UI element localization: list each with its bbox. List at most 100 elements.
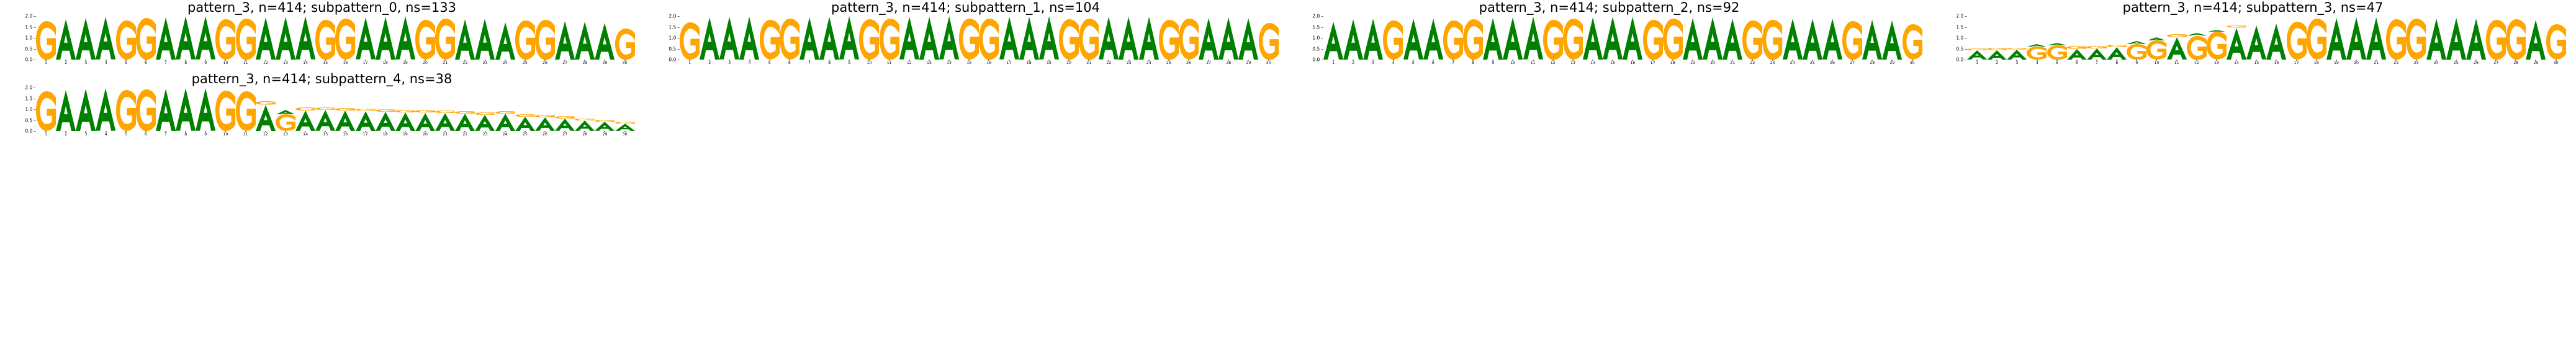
x-axis-tick: 20 bbox=[1710, 60, 1715, 65]
logo-column bbox=[1662, 16, 1683, 60]
logo-column bbox=[1523, 16, 1543, 60]
logo-column bbox=[555, 16, 575, 60]
x-axis-tick: 29 bbox=[1889, 60, 1895, 65]
logo-letter-G bbox=[1842, 20, 1863, 60]
y-axis-tick: 0.0– bbox=[25, 128, 36, 134]
y-axis-tick: 2.0– bbox=[25, 13, 36, 19]
logo-letter-A bbox=[2206, 29, 2227, 32]
logo-letter-G bbox=[1987, 48, 2007, 50]
x-axis-tick: 30 bbox=[1266, 60, 1271, 65]
logo-column bbox=[2127, 16, 2147, 60]
x-axis-tick: 25 bbox=[522, 131, 528, 137]
x-axis-tick: 27 bbox=[562, 60, 568, 65]
logo-letter-G bbox=[415, 20, 436, 60]
logo-column bbox=[575, 16, 595, 60]
logo-column bbox=[1762, 16, 1783, 60]
logo-letter-G bbox=[1902, 24, 1922, 60]
logo-column bbox=[515, 16, 535, 60]
logo-letter-A bbox=[2127, 40, 2147, 44]
logo-letter-G bbox=[36, 20, 56, 60]
logo-letter-A bbox=[819, 16, 840, 60]
logo-column bbox=[215, 88, 236, 131]
logo-stack-area bbox=[680, 16, 1279, 60]
logo-letter-G bbox=[1383, 20, 1403, 60]
logo-letter-A bbox=[2066, 48, 2087, 60]
x-axis-tick: 6 bbox=[788, 60, 791, 65]
logo-column bbox=[415, 88, 436, 131]
logo-letter-A bbox=[1323, 22, 1344, 60]
logo-column bbox=[1343, 16, 1364, 60]
logo-column bbox=[1562, 16, 1583, 60]
logo-letter-A bbox=[1682, 17, 1703, 60]
logo-letter-G bbox=[1542, 19, 1563, 60]
logo-letter-A bbox=[700, 17, 720, 60]
x-axis-tick: 11 bbox=[243, 60, 248, 65]
x-axis-tick: 25 bbox=[1809, 60, 1815, 65]
y-axis: 0.0– 0.5– 1.0– 1.5– 2.0– bbox=[1287, 14, 1323, 62]
x-axis-tick: 22 bbox=[1106, 60, 1112, 65]
logo-letter-G bbox=[615, 121, 635, 124]
logo-column bbox=[2086, 16, 2107, 60]
logo-column bbox=[575, 88, 595, 131]
logo-letter-A bbox=[475, 115, 495, 131]
logo-column bbox=[415, 16, 436, 60]
logo-column bbox=[1119, 16, 1139, 60]
logo-column bbox=[779, 16, 799, 60]
logo-letter-A bbox=[534, 117, 556, 131]
x-axis-tick: 21 bbox=[2374, 60, 2379, 65]
x-axis-tick: 5 bbox=[768, 60, 771, 65]
logo-column bbox=[1363, 16, 1384, 60]
logo-panel-subpattern-4: pattern_3, n=414; subpattern_4, ns=38 0.… bbox=[0, 71, 644, 143]
logo-letter-A bbox=[375, 112, 395, 131]
x-axis-tick: 29 bbox=[602, 60, 608, 65]
logo-letter-A bbox=[515, 116, 535, 131]
logo-letter-A bbox=[555, 119, 575, 131]
x-axis-tick: 13 bbox=[1570, 60, 1575, 65]
logo-letter-A bbox=[1363, 18, 1384, 60]
logo-column bbox=[2386, 16, 2407, 60]
logo-letter-A bbox=[275, 16, 296, 60]
panel-title: pattern_3, n=414; subpattern_3, ns=47 bbox=[2122, 0, 2384, 15]
x-axis-tick: 24 bbox=[1790, 60, 1795, 65]
x-axis-tick: 14 bbox=[303, 60, 308, 65]
x-axis-tick: 6 bbox=[2075, 60, 2078, 65]
logo-column bbox=[36, 88, 56, 131]
plot-area: 0.0–0.5–1.0–1.5–2.0– 1 2 3 4 5 6 7 8 9 10 11 12 13 14… bbox=[0, 13, 644, 70]
logo-letter-A bbox=[595, 122, 615, 131]
logo-column bbox=[196, 88, 216, 131]
logo-letter-A bbox=[275, 109, 296, 115]
logo-letter-G bbox=[1158, 19, 1179, 60]
logo-column bbox=[255, 16, 276, 60]
logo-letter-A bbox=[355, 111, 376, 131]
logo-column bbox=[2366, 16, 2387, 60]
x-axis-tick: 29 bbox=[1246, 60, 1251, 65]
logo-letter-G bbox=[515, 20, 535, 60]
logo-column bbox=[2286, 16, 2307, 60]
x-axis-tick: 13 bbox=[283, 131, 288, 137]
logo-column bbox=[455, 16, 475, 60]
logo-letter-G bbox=[215, 19, 236, 60]
logo-column bbox=[1483, 16, 1503, 60]
x-axis-tick: 9 bbox=[2135, 60, 2138, 65]
logo-letter-G bbox=[779, 19, 799, 60]
logo-column bbox=[315, 16, 336, 60]
x-axis-tick: 27 bbox=[1850, 60, 1855, 65]
logo-letter-A bbox=[2007, 49, 2027, 60]
y-axis-tick: 1.5– bbox=[1956, 24, 1967, 30]
logo-letter-A bbox=[919, 16, 940, 60]
logo-column bbox=[155, 88, 176, 131]
x-axis-tick: 24 bbox=[502, 60, 508, 65]
x-axis-tick: 20 bbox=[1066, 60, 1071, 65]
panel-title: pattern_3, n=414; subpattern_0, ns=133 bbox=[187, 0, 456, 15]
x-axis-tick: 23 bbox=[482, 60, 488, 65]
logo-column bbox=[315, 88, 336, 131]
x-axis-tick: 22 bbox=[2394, 60, 2399, 65]
y-axis-tick: 1.0– bbox=[1956, 35, 1967, 41]
y-axis-tick: 1.0– bbox=[25, 35, 36, 41]
logo-column bbox=[1782, 16, 1803, 60]
x-axis-tick: 19 bbox=[402, 131, 408, 137]
logo-letter-A bbox=[595, 22, 615, 60]
y-axis-tick: 0.0– bbox=[25, 57, 36, 63]
logo-column bbox=[2406, 16, 2426, 60]
